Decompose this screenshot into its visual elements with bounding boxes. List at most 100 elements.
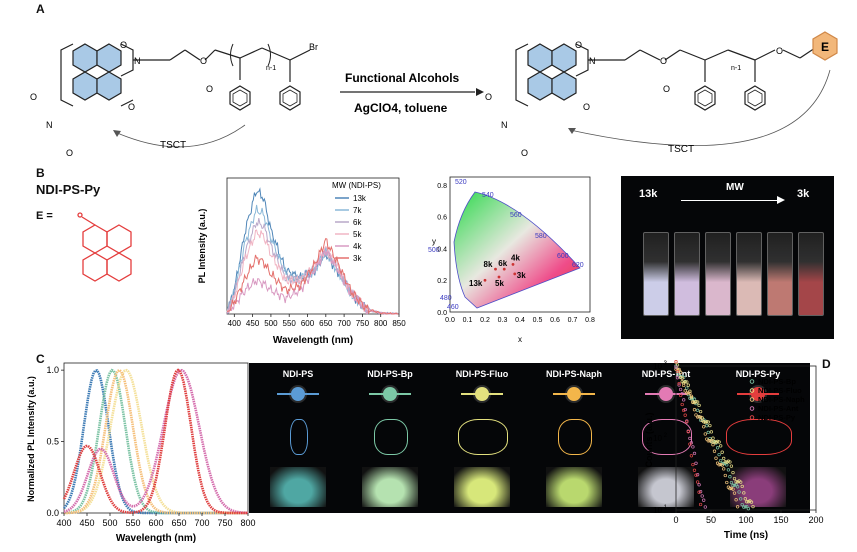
norm-line-NDI-PS-Naph: [63, 368, 248, 515]
carbonyl-oxygen-right: O: [663, 84, 670, 94]
decay-point-NDI-PS-Fluo: [709, 430, 714, 434]
decay-point-NDI-PS-Bp: [725, 463, 729, 467]
decay-point-NDI-PS-Fluo: [708, 423, 712, 428]
decay-ytick-exp: 2: [664, 433, 668, 439]
norm-line-NDI-PS-Py: [62, 368, 248, 515]
decay-point-NDI-PS-Fluo: [722, 456, 726, 461]
cie-point-label: 6k: [498, 259, 507, 268]
cie-ytick: 0.6: [437, 215, 447, 222]
pl-legend-item-13k: 13k: [353, 194, 367, 203]
decay-point-NDI-PS-Bp: [740, 502, 744, 507]
pl-legend-item-4k: 4k: [353, 242, 362, 251]
decay-point-NDI-PS-Naph: [728, 486, 732, 491]
decay-legend-item-NDI-PS-Fluo: NDI-PS-Fluo: [758, 386, 802, 395]
vial-b-4: [767, 232, 793, 316]
decay-point-NDI-PS-Fluo: [739, 480, 743, 484]
decay-point-NDI-PS-Naph: [735, 505, 740, 509]
pl-plot-frame: [226, 177, 400, 315]
decay-point-NDI-PS-Naph: [692, 408, 697, 412]
compound-axis-3: [553, 393, 595, 395]
norm-xtick-label: 450: [79, 518, 94, 528]
decay-point-NDI-PS-Bp: [737, 490, 741, 494]
cie-wavelength-540: 540: [482, 192, 494, 199]
decay-point-NDI-PS-Bp: [688, 396, 692, 400]
decay-point-NDI-PS-Ant: [697, 483, 701, 487]
vial-b-3: [736, 232, 762, 316]
decay-point-NDI-PS-Fluo: [695, 400, 700, 404]
decay-point-NDI-PS-Naph: [682, 383, 686, 388]
pl-line-3k: [226, 237, 399, 315]
decay-point-NDI-PS-Fluo: [678, 375, 683, 380]
compound-axis-0: [277, 393, 319, 395]
decay-point-NDI-PS-Naph: [722, 467, 726, 471]
cie-locus: [453, 191, 581, 309]
decay-xtick-label: 50: [706, 515, 716, 525]
reagent-top: Functional Alcohols: [345, 71, 460, 85]
decay-point-NDI-PS-Py: [682, 408, 686, 413]
pl-xtick-label: 850: [392, 319, 406, 328]
decay-point-NDI-PS-Naph: [703, 432, 707, 436]
decay-point-NDI-PS-Fluo: [717, 440, 721, 444]
decay-point-NDI-PS-Naph: [731, 487, 735, 491]
decay-point-NDI-PS-Naph: [720, 463, 724, 467]
decay-point-NDI-PS-Naph: [697, 415, 701, 419]
decay-point-NDI-PS-Py: [678, 393, 683, 398]
decay-point-NDI-PS-Bp: [735, 485, 740, 489]
decay-point-NDI-PS-Bp: [685, 386, 689, 390]
pl-line-13k: [226, 187, 399, 315]
decay-point-NDI-PS-Naph: [694, 413, 698, 417]
decay-point-NDI-PS-Ant: [692, 451, 697, 456]
decay-point-NDI-PS-Fluo: [706, 420, 710, 424]
photo-left-label: 13k: [639, 188, 658, 200]
cie-point-3k: [513, 272, 517, 276]
ether-oxygen-right: O: [776, 46, 783, 56]
cie-xlabel: x: [518, 335, 522, 344]
imide-oxygen-left-2: O: [128, 102, 135, 112]
panel-label-d: D: [822, 357, 831, 371]
cie-wavelength-580: 580: [535, 233, 547, 240]
decay-point-NDI-PS-Fluo: [683, 380, 687, 384]
panel-label-c: C: [36, 352, 45, 366]
decay-point-NDI-PS-Py: [683, 413, 687, 417]
pl-xtick-label: 450: [246, 319, 260, 328]
cie-point-label: 13k: [469, 279, 483, 288]
decay-point-NDI-PS-Naph: [702, 425, 706, 429]
norm-xtick-label: 750: [217, 518, 232, 528]
decay-point-NDI-PS-Fluo: [732, 476, 737, 481]
compound-vial-0: [270, 467, 326, 507]
cie-xtick: 0.8: [585, 317, 595, 324]
decay-point-NDI-PS-Fluo: [712, 440, 717, 444]
decay-ytick-exp: 3: [664, 361, 668, 367]
decay-point-NDI-PS-Naph: [698, 415, 703, 419]
decay-point-NDI-PS-Fluo: [686, 383, 690, 387]
tsct-label-right: TSCT: [668, 144, 694, 155]
compound-label-2: NDI-PS-Fluo: [455, 369, 509, 379]
decay-point-NDI-PS-Bp: [731, 483, 735, 488]
cie-xtick: 0.4: [515, 317, 525, 324]
cie-point-label: 3k: [517, 271, 526, 280]
compound-label-3: NDI-PS-Naph: [546, 369, 602, 379]
cie-point-8k: [494, 267, 497, 271]
pyrene-structure: [77, 212, 132, 282]
decay-legend-marker: [749, 388, 755, 393]
ester-oxygen-left: O: [200, 56, 207, 66]
decay-point-NDI-PS-Naph: [709, 439, 714, 443]
pl-legend-title: MW (NDI-PS): [332, 181, 381, 190]
pl-line-7k: [226, 204, 399, 315]
decay-point-NDI-PS-Ant: [695, 473, 700, 477]
cie-point-label: 8k: [484, 260, 493, 269]
decay-point-NDI-PS-Bp: [745, 504, 749, 509]
decay-point-NDI-PS-Bp: [726, 468, 731, 472]
decay-ytick-base: 10: [653, 362, 662, 371]
decay-legend-marker: [749, 397, 755, 402]
norm-xtick-label: 800: [240, 518, 255, 528]
imide-oxygen-left-3: O: [30, 92, 37, 102]
ester-oxygen-right: O: [660, 56, 667, 66]
compound-structure-4: [642, 419, 692, 455]
cie-wavelength-600: 600: [557, 253, 569, 260]
norm-ytick-label: 0.5: [46, 437, 59, 447]
norm-ytick-label: 1.0: [46, 365, 59, 375]
e-group-label: E: [821, 40, 829, 54]
decay-point-NDI-PS-Bp: [729, 480, 734, 485]
